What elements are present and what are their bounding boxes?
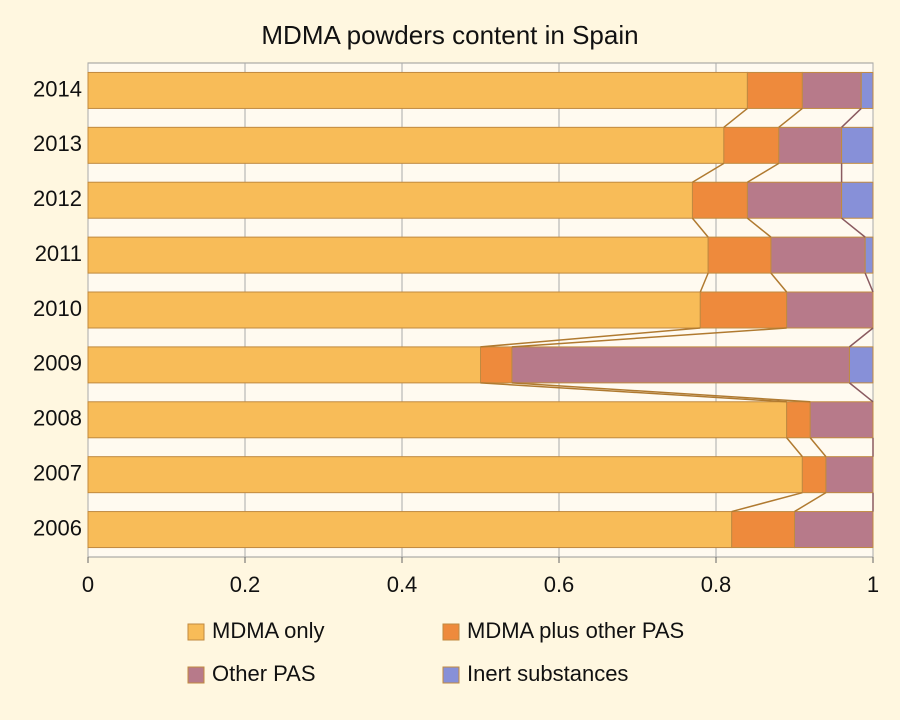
connector xyxy=(864,272,874,293)
x-tick-label: 1 xyxy=(867,572,879,597)
connector xyxy=(778,107,803,128)
connector xyxy=(511,327,787,348)
bar-segment xyxy=(87,126,725,164)
bar-segment xyxy=(723,126,780,164)
connector xyxy=(809,437,827,458)
bar-segment xyxy=(825,456,874,494)
bar-segment xyxy=(809,401,874,439)
connector xyxy=(841,217,866,238)
connector xyxy=(511,382,811,403)
bar-segment xyxy=(848,346,874,384)
legend-swatch xyxy=(442,623,460,641)
bar-segment xyxy=(699,291,788,329)
connector xyxy=(786,437,803,458)
bar-segment xyxy=(87,511,733,549)
bar-segment xyxy=(480,346,513,384)
connector xyxy=(841,107,862,128)
y-tick-label: 2008 xyxy=(33,406,82,431)
bar-segment xyxy=(87,401,788,439)
bar-segment xyxy=(87,71,748,109)
bar-segment xyxy=(794,511,874,549)
connector xyxy=(723,107,748,128)
y-tick-label: 2006 xyxy=(33,515,82,540)
connector xyxy=(794,492,827,513)
x-tick-label: 0.8 xyxy=(701,572,732,597)
connector xyxy=(699,272,709,293)
bar-segment xyxy=(746,71,803,109)
bar-segment xyxy=(87,456,803,494)
connector xyxy=(692,162,725,183)
bar-segment xyxy=(841,181,874,219)
y-tick-label: 2009 xyxy=(33,351,82,376)
y-tick-label: 2007 xyxy=(33,460,82,485)
y-tick-label: 2012 xyxy=(33,186,82,211)
legend-label: Inert substances xyxy=(467,661,628,686)
legend-label: MDMA only xyxy=(212,618,324,643)
y-tick-label: 2014 xyxy=(33,76,82,101)
bar-segment xyxy=(707,236,772,274)
x-tick-label: 0.2 xyxy=(230,572,261,597)
connector xyxy=(480,327,701,348)
connector xyxy=(848,327,874,348)
x-tick-label: 0 xyxy=(82,572,94,597)
x-tick-label: 0.6 xyxy=(544,572,575,597)
bar-segment xyxy=(770,236,866,274)
bar-segment xyxy=(87,291,701,329)
legend-label: Other PAS xyxy=(212,661,316,686)
bar-segment xyxy=(801,71,862,109)
legend-swatch xyxy=(187,666,205,684)
bar-segment xyxy=(786,291,874,329)
y-tick-label: 2011 xyxy=(35,241,82,266)
bar-segment xyxy=(864,236,874,274)
y-tick-label: 2010 xyxy=(33,296,82,321)
bar-segment xyxy=(87,181,693,219)
legend-label: MDMA plus other PAS xyxy=(467,618,684,643)
connector xyxy=(746,217,772,238)
bar-segment xyxy=(746,181,843,219)
x-tick-label: 0.4 xyxy=(387,572,418,597)
bar-segment xyxy=(691,181,748,219)
bar-segment xyxy=(786,401,811,439)
legend-swatch xyxy=(187,623,205,641)
bar-segment xyxy=(511,346,850,384)
bar-segment xyxy=(801,456,827,494)
bar-segment xyxy=(731,511,796,549)
legend-swatch xyxy=(442,666,460,684)
chart-title: MDMA powders content in Spain xyxy=(261,20,638,50)
y-tick-label: 2013 xyxy=(33,131,82,156)
bar-segment xyxy=(841,126,874,164)
connector xyxy=(747,162,780,183)
bar-segment xyxy=(860,71,874,109)
connector xyxy=(480,382,787,403)
connector xyxy=(731,491,803,513)
bar-segment xyxy=(87,346,481,384)
connector xyxy=(770,272,788,293)
bar-segment xyxy=(778,126,843,164)
bar-segment xyxy=(87,236,709,274)
connector xyxy=(691,217,709,238)
connector xyxy=(848,382,874,403)
